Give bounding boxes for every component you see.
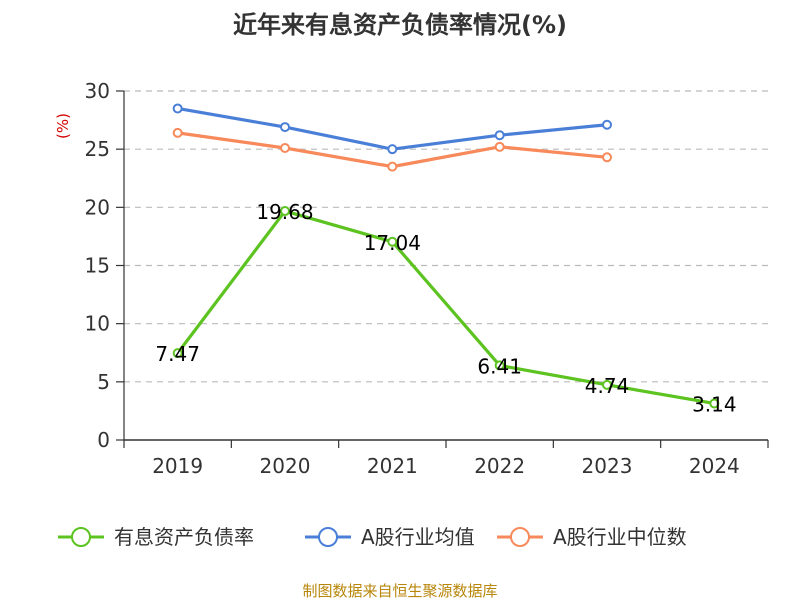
y-tick-label: 15 bbox=[85, 254, 110, 278]
grid bbox=[124, 90, 768, 383]
legend-swatch-marker bbox=[71, 527, 91, 547]
series-point bbox=[602, 379, 612, 390]
y-tick-label: 30 bbox=[85, 79, 110, 103]
series-point bbox=[494, 130, 505, 141]
legend[interactable]: 有息资产负债率 A股行业均值 A股行业中位数 bbox=[58, 525, 687, 549]
series-point bbox=[280, 122, 290, 133]
x-tick-label: 2020 bbox=[260, 454, 311, 478]
y-tick-label: 10 bbox=[85, 312, 110, 336]
legend-swatch-marker bbox=[510, 527, 530, 547]
y-tick-label: 0 bbox=[97, 428, 110, 452]
series-point bbox=[387, 236, 398, 247]
series-layer bbox=[172, 103, 720, 409]
axes: 0 5 10 15 20 25 30 2019 2020 2021 2022 2023 2024 bbox=[85, 79, 769, 478]
legend-item[interactable]: 有息资产负债率 bbox=[58, 525, 254, 549]
series-line bbox=[176, 209, 715, 406]
y-tick-label: 20 bbox=[85, 195, 110, 219]
legend-item[interactable]: A股行业均值 bbox=[305, 525, 475, 549]
series-point bbox=[387, 144, 398, 155]
data-label: 19.68 bbox=[256, 200, 313, 224]
data-label: 3.14 bbox=[692, 392, 737, 416]
series-point bbox=[494, 141, 505, 152]
legend-label: A股行业均值 bbox=[361, 525, 475, 549]
legend-label: A股行业中位数 bbox=[553, 525, 687, 549]
series-point bbox=[602, 119, 612, 130]
series-point bbox=[172, 103, 183, 114]
source-note: 制图数据来自恒生聚源数据库 bbox=[302, 582, 497, 600]
series-point bbox=[172, 127, 183, 138]
x-tick-label: 2022 bbox=[474, 454, 525, 478]
x-tick-label: 2024 bbox=[689, 454, 740, 478]
y-tick-label: 25 bbox=[85, 137, 110, 161]
series-point bbox=[387, 161, 398, 172]
legend-item[interactable]: A股行业中位数 bbox=[497, 525, 687, 549]
legend-label: 有息资产负债率 bbox=[114, 525, 254, 549]
series-point bbox=[494, 360, 505, 371]
data-label: 7.47 bbox=[155, 342, 200, 366]
series-point bbox=[280, 143, 290, 154]
series-point bbox=[280, 206, 290, 217]
series-point bbox=[602, 152, 612, 163]
data-labels: 7.47 19.68 17.04 6.41 4.74 3.14 bbox=[155, 200, 736, 416]
data-label: 6.41 bbox=[477, 354, 522, 378]
x-tick-label: 2019 bbox=[152, 454, 203, 478]
x-tick-label: 2021 bbox=[367, 454, 418, 478]
data-label: 17.04 bbox=[364, 231, 421, 255]
series-point bbox=[709, 398, 720, 409]
data-label: 4.74 bbox=[585, 374, 630, 398]
series-point bbox=[172, 348, 183, 359]
y-tick-label: 5 bbox=[97, 370, 110, 394]
y-axis-unit: (%) bbox=[54, 113, 72, 139]
legend-swatch-marker bbox=[318, 527, 338, 547]
x-tick-label: 2023 bbox=[582, 454, 633, 478]
chart-title: 近年来有息资产负债率情况(%) bbox=[233, 11, 567, 39]
